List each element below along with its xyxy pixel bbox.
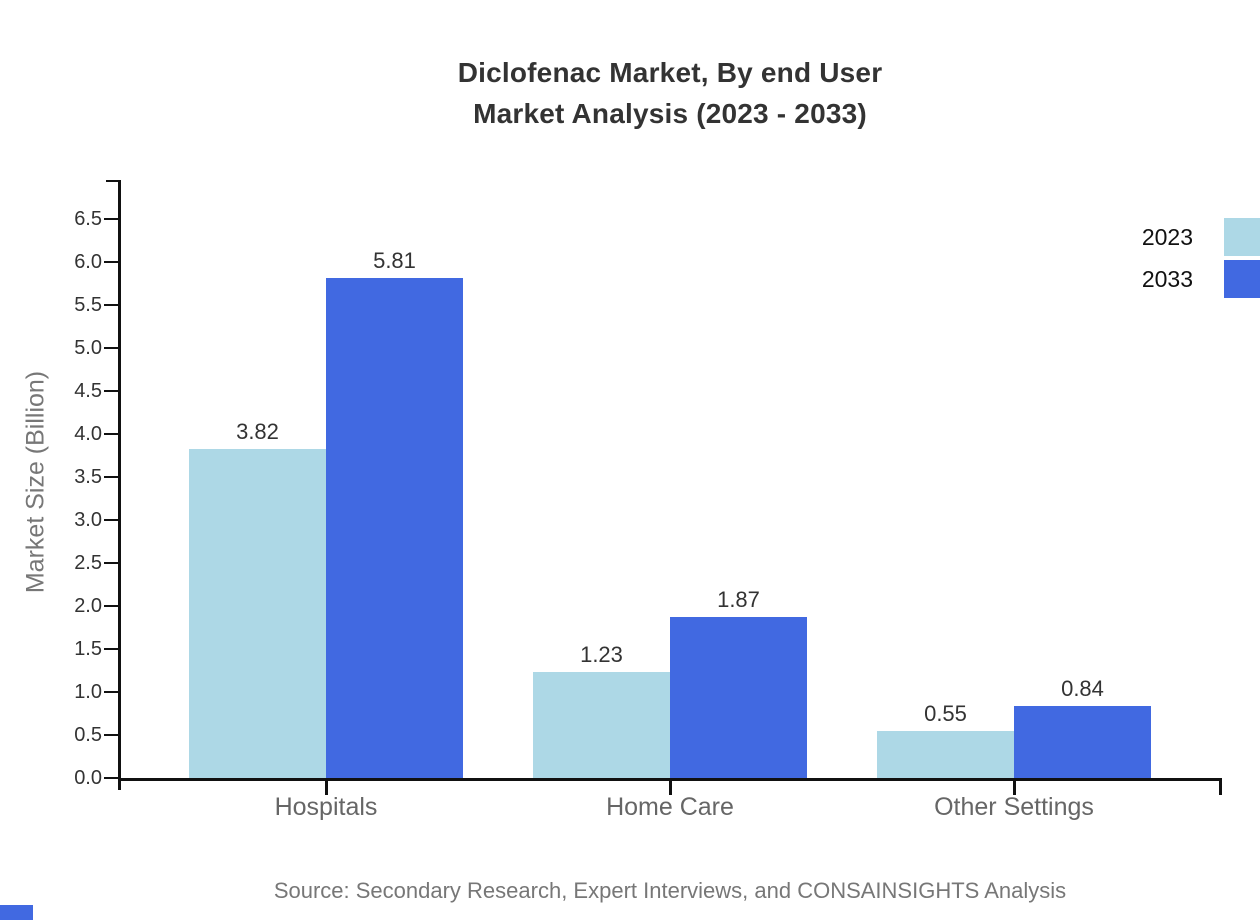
- y-axis-tick-label: 6.5: [74, 208, 102, 230]
- bar-value-label-2023-hospitals: 3.82: [236, 419, 279, 444]
- bar-2023-hospitals: [189, 449, 326, 778]
- legend-item-2023: 2023: [1142, 218, 1260, 256]
- y-axis-tick-label: 6.0: [74, 251, 102, 273]
- x-axis-line: [118, 778, 1222, 781]
- y-axis-tick: [104, 304, 118, 306]
- y-axis-tick-label: 2.0: [74, 595, 102, 617]
- x-axis-tick: [669, 781, 672, 795]
- x-axis-end-tick: [1219, 781, 1222, 795]
- y-axis-tick-label: 0.5: [74, 724, 102, 746]
- x-axis-tick: [325, 781, 328, 795]
- legend-label-2033: 2033: [1141, 265, 1193, 292]
- legend-swatch-2033: [1224, 260, 1260, 298]
- y-axis-tick: [104, 390, 118, 392]
- y-axis-tick: [104, 734, 118, 736]
- y-axis-tick-label: 5.5: [74, 294, 102, 316]
- source-note: Source: Secondary Research, Expert Inter…: [273, 878, 1067, 903]
- y-axis-tick-label: 3.5: [74, 466, 102, 488]
- y-axis-tick-label: 3.0: [74, 509, 102, 531]
- bar-value-label-2023-other-settings: 0.55: [924, 701, 967, 726]
- y-axis-tick-label: 2.5: [74, 552, 102, 574]
- y-axis-tick: [104, 691, 118, 693]
- y-axis-tick: [104, 777, 118, 779]
- legend-item-2033: 2033: [1142, 260, 1260, 298]
- y-axis-end-tick: [106, 180, 120, 182]
- y-axis-tick-label: 4.5: [74, 380, 102, 402]
- corner-accent-square: [0, 905, 33, 920]
- y-axis-tick: [104, 347, 118, 349]
- bar-value-label-2033-hospitals: 5.81: [373, 248, 416, 273]
- y-axis-tick: [104, 605, 118, 607]
- y-axis-tick: [104, 648, 118, 650]
- y-axis-tick-label: 5.0: [74, 337, 102, 359]
- y-axis-tick-label: 4.0: [74, 423, 102, 445]
- x-axis-category-label-other-settings: Other Settings: [934, 793, 1094, 821]
- bar-2033-home-care: [670, 617, 807, 778]
- bar-2033-other-settings: [1014, 706, 1151, 778]
- x-axis-category-label-hospitals: Hospitals: [274, 793, 378, 821]
- y-axis-tick: [104, 433, 118, 435]
- y-axis-tick: [104, 218, 118, 220]
- bar-value-label-2023-home-care: 1.23: [580, 642, 623, 667]
- bar-2023-other-settings: [877, 731, 1014, 778]
- x-axis-tick: [1013, 781, 1016, 795]
- chart-title-line1: Diclofenac Market, By end User: [457, 57, 883, 88]
- bar-value-label-2033-other-settings: 0.84: [1061, 676, 1104, 701]
- legend-label-2023: 2023: [1141, 223, 1193, 250]
- bar-2033-hospitals: [326, 278, 463, 778]
- chart-title-line2: Market Analysis (2023 - 2033): [473, 98, 867, 129]
- bar-2023-home-care: [533, 672, 670, 778]
- y-axis-tick-label: 0.0: [74, 767, 102, 789]
- legend-swatch-2023: [1224, 218, 1260, 256]
- y-axis-tick-label: 1.0: [74, 681, 102, 703]
- y-axis-tick: [104, 261, 118, 263]
- chart-title: Diclofenac Market, By end User Market An…: [118, 52, 1222, 134]
- x-axis-category-label-home-care: Home Care: [606, 793, 734, 821]
- legend: 2023 2033: [1142, 218, 1260, 302]
- y-axis-line: [118, 180, 121, 790]
- bar-value-label-2033-home-care: 1.87: [717, 587, 760, 612]
- y-axis-tick: [104, 562, 118, 564]
- y-axis-tick: [104, 476, 118, 478]
- y-axis-tick: [104, 519, 118, 521]
- y-axis-tick-label: 1.5: [74, 638, 102, 660]
